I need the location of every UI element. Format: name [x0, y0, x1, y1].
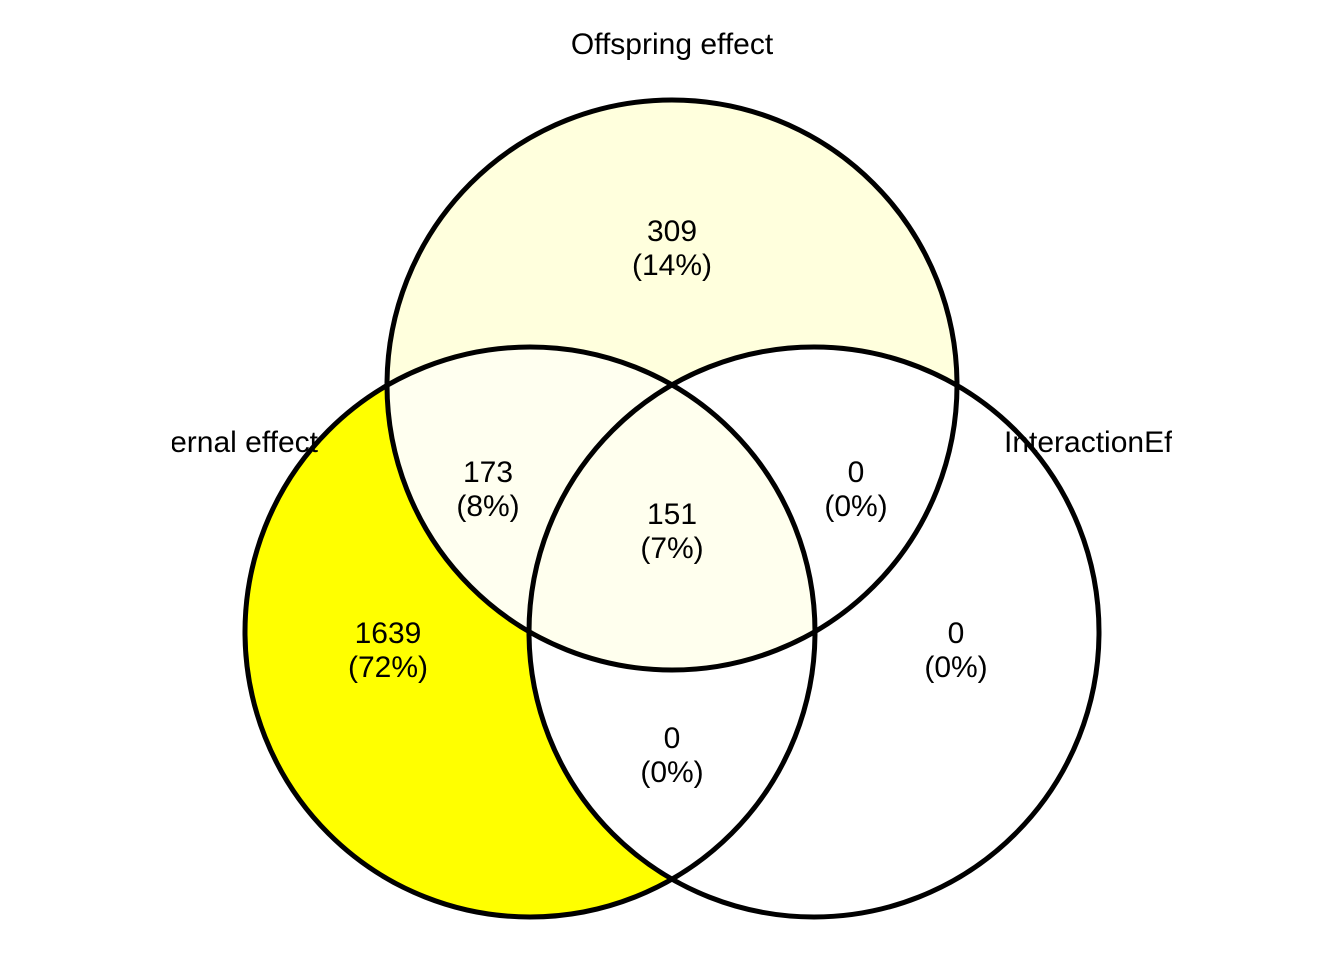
percent-maternal-offspring: (8%) [456, 490, 519, 523]
percent-offspring-only: (14%) [632, 249, 712, 282]
count-maternal-interaction: 0 [664, 722, 681, 755]
count-interaction-only: 0 [948, 617, 965, 650]
set-label-offspring: Offspring effect [571, 28, 774, 61]
set-label-maternal: Maternal effect [120, 426, 319, 459]
count-offspring-interaction: 0 [848, 456, 865, 489]
percent-maternal-interaction: (0%) [640, 756, 703, 789]
count-maternal-offspring: 173 [463, 456, 513, 489]
percent-offspring-interaction: (0%) [824, 490, 887, 523]
percent-all-three: (7%) [640, 532, 703, 565]
count-offspring-only: 309 [647, 215, 697, 248]
count-maternal-only: 1639 [355, 617, 422, 650]
count-all-three: 151 [647, 498, 697, 531]
interaction-circle-outline [526, 344, 1102, 920]
percent-interaction-only: (0%) [924, 651, 987, 684]
percent-maternal-only: (72%) [348, 651, 428, 684]
set-label-interaction: InteractionEffect [1004, 426, 1221, 459]
circle-outlines [242, 97, 1102, 920]
region-labels: 309 (14%) 173 (8%) 0 (0%) 151 (7%) 1639 … [348, 215, 988, 789]
